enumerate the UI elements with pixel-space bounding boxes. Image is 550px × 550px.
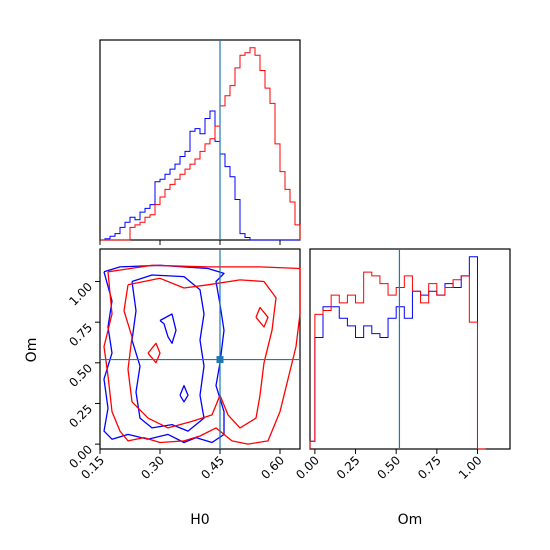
panel-h0-histogram xyxy=(99,39,301,241)
h0-histogram-marks xyxy=(100,47,301,241)
tick-label-om-x: 0.50 xyxy=(375,453,404,482)
contour-red-1 xyxy=(123,277,277,429)
contour-marks xyxy=(103,264,301,445)
tick-label-om-x: 0.00 xyxy=(293,453,322,482)
truth-marker xyxy=(216,356,224,364)
xlabel-om: Om xyxy=(398,512,423,528)
tick-label-h0: 0.60 xyxy=(258,453,287,482)
om-hist-red xyxy=(309,271,486,450)
h0-hist-blue xyxy=(100,110,300,241)
ylabel-om: Om xyxy=(24,338,40,363)
panel-om-histogram xyxy=(309,248,511,450)
panel-h0-om-contour xyxy=(99,248,301,450)
tick-label-om-y: 0.50 xyxy=(66,361,95,390)
xlabel-h0: H0 xyxy=(190,512,209,528)
h0-hist-red xyxy=(100,47,301,241)
contour-blue-2 xyxy=(159,313,177,344)
tick-label-om-y: 0.75 xyxy=(66,320,95,349)
tick-label-om-y: 0.25 xyxy=(66,402,95,431)
tick-label-h0: 0.45 xyxy=(198,453,227,482)
contour-blue-0 xyxy=(103,264,225,444)
tick-label-om-x: 0.75 xyxy=(415,453,444,482)
tick-label-om-x: 0.25 xyxy=(334,453,363,482)
contour-red-2 xyxy=(255,306,269,328)
tick-label-h0: 0.30 xyxy=(138,453,167,482)
contour-red-0 xyxy=(103,264,301,445)
contour-blue-1 xyxy=(131,274,205,432)
contour-blue-3 xyxy=(179,384,189,403)
om-histogram-marks xyxy=(309,256,486,450)
om-hist-blue xyxy=(309,256,486,450)
truth-lines xyxy=(100,40,401,449)
tick-label-om-y: 1.00 xyxy=(66,280,95,309)
tick-label-om-x: 1.00 xyxy=(456,453,485,482)
